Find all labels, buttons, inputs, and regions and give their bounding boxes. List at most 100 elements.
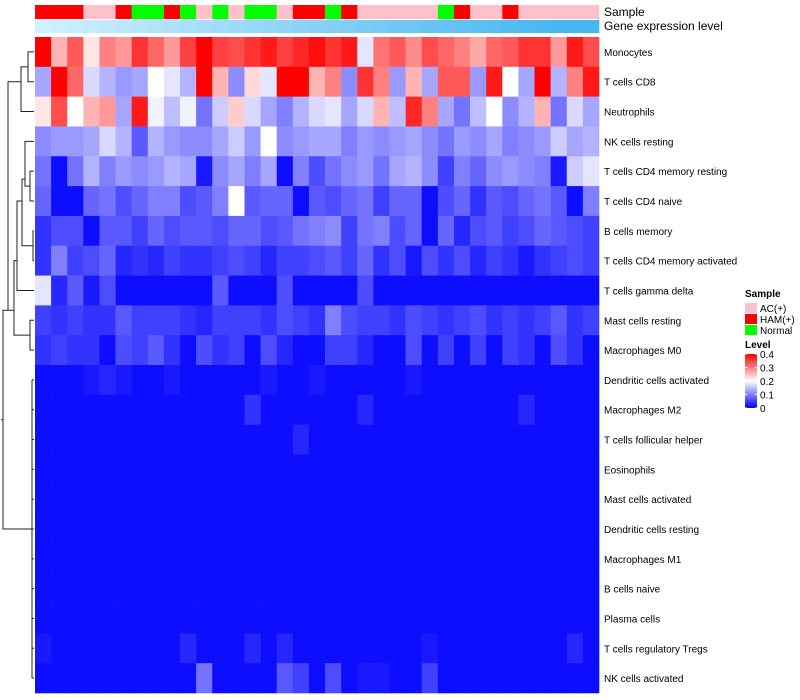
heatmap-cell: [51, 215, 68, 247]
heatmap-cell: [357, 186, 374, 217]
heatmap-cell: [389, 663, 406, 694]
heatmap-cell: [486, 335, 503, 366]
heatmap-cell: [147, 633, 165, 664]
heatmap-cell: [502, 335, 519, 366]
heatmap-cell: [260, 275, 278, 306]
heatmap-cell: [308, 484, 326, 515]
expression-track-cell: [308, 20, 326, 33]
heatmap-cell: [437, 394, 455, 425]
heatmap-cell: [212, 365, 229, 396]
heatmap-cell: [228, 454, 245, 485]
heatmap-cell: [260, 335, 278, 366]
heatmap-cell: [502, 37, 519, 68]
sample-track-cell: [566, 5, 584, 19]
heatmap-cell: [212, 275, 229, 306]
heatmap-cell: [212, 454, 229, 485]
heatmap-cell: [502, 365, 519, 396]
heatmap-cell: [83, 633, 100, 664]
heatmap-cell: [357, 514, 374, 545]
heatmap-cell: [163, 424, 181, 455]
heatmap-cell: [518, 215, 535, 247]
heatmap-cell: [357, 37, 374, 68]
heatmap-cell: [308, 663, 326, 694]
heatmap-cell: [486, 573, 503, 604]
heatmap-cell: [260, 424, 278, 455]
dendrogram-link: [29, 170, 34, 202]
heatmap-cell: [276, 663, 294, 694]
heatmap-cell: [405, 484, 423, 515]
heatmap-cell: [582, 633, 600, 664]
heatmap-cell: [405, 215, 423, 247]
heatmap-cell: [502, 66, 519, 97]
heatmap-cell: [260, 96, 278, 127]
heatmap-cell: [276, 96, 294, 127]
heatmap-cell: [308, 96, 326, 127]
heatmap-cell: [486, 305, 503, 336]
heatmap-cell: [502, 663, 519, 694]
heatmap-cell: [421, 245, 439, 276]
heatmap-cell: [341, 245, 358, 276]
heatmap-cell: [115, 186, 132, 217]
heatmap-cell: [486, 484, 503, 515]
heatmap-cell: [405, 573, 423, 604]
heatmap-cell: [357, 156, 374, 187]
heatmap-cell: [244, 245, 261, 276]
expression-track-cell: [325, 20, 342, 33]
sample-track-cell: [308, 5, 326, 19]
heatmap-cell: [115, 365, 132, 396]
heatmap-cell: [437, 633, 455, 664]
heatmap-cell: [534, 245, 551, 276]
heatmap-cell: [550, 573, 568, 604]
heatmap-cell: [115, 424, 132, 455]
heatmap-cell: [99, 215, 116, 247]
sample-track-cell: [470, 5, 487, 19]
heatmap-cell: [421, 633, 439, 664]
heatmap-cell: [502, 305, 519, 336]
heatmap-cell: [437, 663, 455, 694]
heatmap-cell: [470, 215, 487, 247]
heatmap-cell: [437, 424, 455, 455]
row-label: T cells regulatory Tregs: [604, 644, 708, 655]
heatmap-cell: [51, 365, 68, 396]
heatmap-cell: [308, 514, 326, 545]
heatmap-cell: [389, 603, 406, 634]
sample-track-cell: [518, 5, 535, 19]
heatmap-cell: [582, 96, 600, 127]
heatmap-cell: [357, 245, 374, 276]
expression-track-cell: [518, 20, 535, 33]
heatmap-cell: [115, 484, 132, 515]
heatmap-cell: [51, 573, 68, 604]
heatmap-cell: [212, 633, 229, 664]
heatmap-cell: [99, 454, 116, 485]
heatmap-cell: [502, 543, 519, 575]
heatmap-cell: [373, 215, 390, 247]
heatmap-cell: [357, 663, 374, 694]
heatmap-cell: [470, 305, 487, 336]
heatmap-cell: [35, 186, 52, 217]
heatmap-cell: [51, 66, 68, 97]
heatmap-cell: [244, 365, 261, 396]
heatmap-cell: [437, 454, 455, 485]
heatmap-cell: [67, 543, 84, 575]
heatmap-cell: [276, 335, 294, 366]
row-label: NK cells activated: [604, 674, 683, 685]
heatmap-cell: [147, 126, 165, 157]
heatmap-cell: [163, 215, 181, 247]
heatmap-cell: [147, 186, 165, 217]
heatmap-cell: [421, 424, 439, 455]
heatmap-cell: [115, 663, 132, 694]
heatmap-cell: [196, 454, 213, 485]
heatmap-cell: [373, 66, 390, 97]
heatmap-cell: [502, 394, 519, 425]
heatmap-cell: [51, 245, 68, 276]
heatmap-cell: [486, 126, 503, 157]
heatmap-cell: [67, 156, 84, 187]
dendrogram-link: [20, 66, 34, 113]
heatmap-cell: [67, 394, 84, 425]
heatmap-cell: [453, 335, 471, 366]
heatmap-cell: [212, 663, 229, 694]
heatmap-cell: [35, 365, 52, 396]
heatmap-cell: [405, 424, 423, 455]
heatmap-cell: [405, 66, 423, 97]
